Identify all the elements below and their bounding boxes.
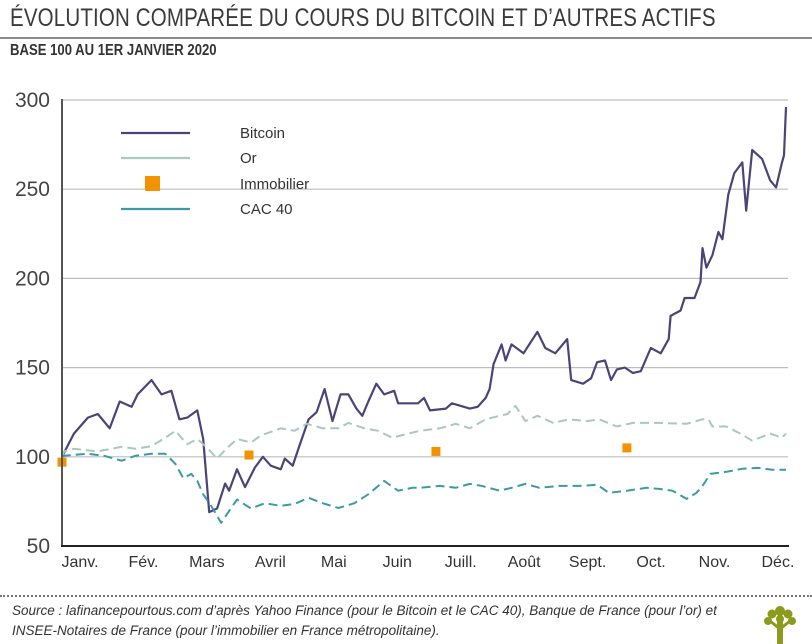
point-immobilier [622, 443, 632, 453]
y-tick-label: 200 [15, 267, 50, 290]
line-bitcoin [61, 107, 788, 514]
series-layer [57, 107, 788, 524]
line-or [61, 404, 787, 460]
y-tick-label: 300 [15, 89, 50, 112]
x-tick-label: Juill. [445, 554, 477, 571]
chart-subtitle: BASE 100 AU 1ER JANVIER 2020 [10, 42, 217, 59]
legend-label-or: Or [240, 150, 257, 167]
y-tick-label: 50 [27, 535, 50, 558]
y-tick-label: 250 [15, 178, 50, 201]
y-tick-label: 100 [15, 446, 50, 469]
tree-logo-icon [764, 606, 796, 644]
x-axis-ticks: Janv. Fév. Mars Avril Mai Juin Juill. Août Sept.… [61, 554, 794, 571]
x-tick-label: Déc. [761, 554, 794, 571]
x-tick-label: Juin [383, 554, 412, 571]
x-tick-label: Sept. [569, 554, 606, 571]
legend-label-bitcoin: Bitcoin [240, 125, 285, 142]
x-tick-label: Avril [255, 554, 286, 571]
x-tick-label: Mai [321, 554, 347, 571]
y-tick-label: 150 [15, 357, 50, 380]
x-tick-label: Oct. [636, 554, 665, 571]
point-immobilier [431, 446, 441, 456]
line-cac-40 [61, 452, 786, 524]
legend-swatch-immobilier [145, 176, 160, 191]
x-tick-label: Fév. [128, 554, 158, 571]
point-immobilier [244, 450, 254, 460]
x-tick-label: Janv. [61, 554, 98, 571]
footer-divider [0, 595, 812, 597]
legend-label-cac-40: CAC 40 [240, 201, 293, 218]
x-tick-label: Nov. [699, 554, 731, 571]
legend: Bitcoin Or Immobilier CAC 40 [121, 125, 309, 218]
legend-label-immobilier: Immobilier [240, 176, 309, 193]
x-tick-label: Mars [189, 554, 225, 571]
gridlines [62, 99, 788, 458]
y-axis-ticks: 50 100 150 200 250 300 [15, 89, 50, 558]
title-rule [0, 37, 812, 39]
source-note: Source : lafinancepourtous.com d’après Y… [12, 603, 717, 638]
chart-title: ÉVOLUTION COMPARÉE DU COURS DU BITCOIN E… [10, 4, 716, 32]
x-tick-label: Août [508, 554, 541, 571]
